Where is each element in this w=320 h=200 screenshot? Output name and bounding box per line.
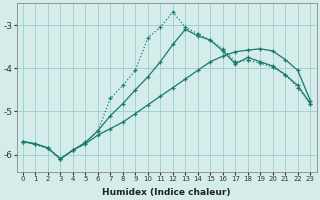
X-axis label: Humidex (Indice chaleur): Humidex (Indice chaleur) [102,188,231,197]
